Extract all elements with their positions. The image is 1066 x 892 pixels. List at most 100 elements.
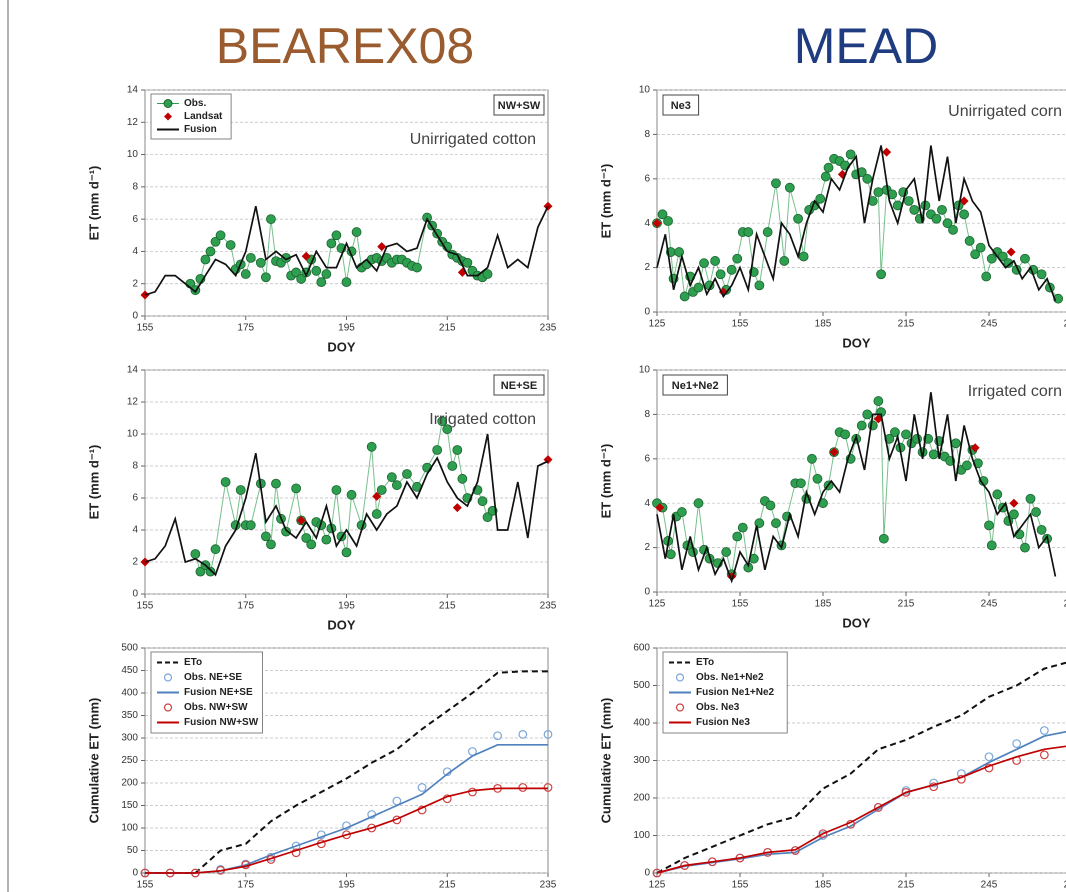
obs-point	[331, 230, 342, 241]
x-tick-label: 175	[237, 880, 254, 891]
annotation: Irrigated corn	[968, 383, 1062, 400]
series-line	[656, 392, 1057, 584]
legend-swatch	[163, 99, 173, 108]
y-tick-label: 10	[127, 149, 139, 160]
legend-label: ETo	[184, 657, 202, 668]
obs-point	[351, 227, 362, 237]
x-tick-label: 185	[815, 880, 832, 891]
obs-point	[316, 277, 327, 288]
obs-point	[674, 247, 685, 257]
y-tick-label: 8	[644, 409, 650, 420]
y-tick-label: 0	[644, 307, 650, 318]
y-tick-label: 12	[127, 397, 139, 408]
obs-point	[901, 429, 911, 440]
y-tick-label: 50	[127, 845, 139, 856]
landsat-point	[959, 196, 969, 206]
x-axis-title: DOY	[842, 335, 871, 350]
x-tick-label: 235	[540, 323, 557, 334]
x-tick-label: 245	[981, 599, 998, 610]
obs-point	[710, 256, 720, 266]
y-tick-label: 450	[121, 665, 138, 676]
y-tick-label: 400	[121, 688, 138, 699]
obs-point	[281, 526, 291, 537]
x-tick-label: 215	[898, 599, 915, 610]
site-box	[493, 374, 545, 396]
obs-point	[867, 420, 878, 431]
obs-point	[493, 731, 503, 741]
obs-point	[518, 730, 528, 739]
x-tick-label: 195	[338, 601, 355, 612]
obs-point	[346, 489, 357, 500]
obs-point	[771, 178, 781, 189]
x-tick-label: 195	[338, 323, 355, 334]
obs-point	[271, 478, 281, 489]
obs-point	[784, 182, 795, 193]
obs-point	[663, 216, 673, 226]
landsat-point	[655, 503, 665, 513]
y-tick-label: 4	[132, 246, 138, 257]
y-tick-label: 200	[121, 778, 138, 789]
obs-point	[715, 269, 726, 280]
obs-point	[726, 264, 737, 275]
x-tick-label: 155	[137, 880, 154, 891]
legend-label: Obs. Ne3	[696, 702, 740, 713]
obs-point	[432, 445, 443, 455]
y-tick-label: 0	[132, 311, 138, 322]
y-tick-label: 100	[633, 830, 650, 841]
obs-point	[296, 273, 307, 284]
column-heading: BEAREX08	[216, 18, 474, 74]
series-line	[656, 145, 1057, 302]
x-tick-label: 235	[540, 880, 557, 891]
obs-point	[665, 549, 676, 560]
landsat-point	[296, 515, 306, 525]
y-axis-title: ET (mm d⁻¹)	[598, 444, 613, 519]
obs-point	[873, 802, 883, 812]
obs-point	[326, 238, 337, 249]
x-tick-label: 215	[898, 880, 915, 891]
landsat-point	[970, 443, 980, 453]
x-tick-label: 275	[1064, 599, 1066, 610]
x-tick-label: 235	[540, 601, 557, 612]
y-tick-label: 250	[121, 755, 138, 766]
obs-point	[447, 461, 458, 471]
obs-point	[823, 162, 834, 173]
series-line	[656, 745, 1066, 874]
obs-point	[862, 173, 873, 184]
legend-swatch	[675, 703, 685, 712]
obs-point	[255, 257, 266, 268]
obs-point	[693, 498, 704, 509]
y-tick-label: 0	[132, 868, 138, 879]
legend-label: Obs. Ne1+Ne2	[696, 672, 764, 683]
obs-point	[845, 149, 856, 160]
site-box	[662, 374, 728, 396]
y-tick-label: 0	[644, 587, 650, 598]
obs-point	[341, 547, 352, 558]
obs-point	[225, 240, 236, 250]
legend-swatch	[163, 703, 173, 712]
obs-point	[376, 485, 387, 495]
y-axis-title: ET (mm d⁻¹)	[598, 164, 613, 239]
x-tick-label: 275	[1064, 319, 1066, 330]
obs-point	[442, 424, 453, 435]
obs-point	[975, 242, 986, 253]
obs-point	[452, 445, 463, 455]
x-tick-label: 185	[815, 599, 832, 610]
y-tick-label: 500	[633, 680, 650, 691]
obs-point	[807, 453, 817, 464]
x-tick-label: 245	[981, 319, 998, 330]
obs-point	[948, 224, 958, 235]
y-axis-title: Cumulative ET (mm)	[86, 698, 101, 824]
obs-point	[311, 265, 322, 276]
obs-point	[984, 520, 994, 531]
x-tick-label: 215	[439, 601, 456, 612]
y-tick-label: 0	[132, 589, 138, 600]
landsat-point	[301, 251, 311, 261]
obs-point	[391, 480, 402, 491]
obs-point	[970, 249, 981, 260]
obs-point	[779, 256, 790, 266]
y-axis-title: ET (mm d⁻¹)	[86, 445, 101, 520]
obs-point	[371, 509, 382, 519]
obs-point	[986, 253, 997, 264]
legend-swatch	[163, 673, 173, 682]
